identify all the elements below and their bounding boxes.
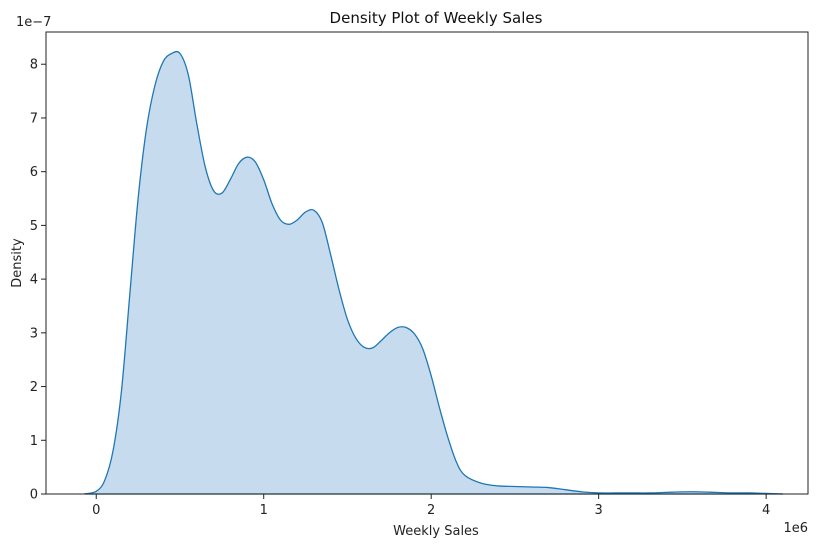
y-tick-label: 1 (30, 434, 38, 449)
y-tick-label: 5 (30, 219, 38, 234)
x-tick-label: 1 (260, 503, 268, 518)
y-tick-label: 6 (30, 165, 38, 180)
plot-frame (45, 31, 809, 495)
x-axis-title: Weekly Sales (393, 524, 479, 539)
x-tick-label: 0 (92, 503, 100, 518)
y-axis: 0 1 2 3 4 5 6 7 8 (30, 58, 46, 503)
y-tick-label: 2 (30, 380, 38, 395)
y-tick-label: 7 (30, 111, 38, 126)
chart-title: Density Plot of Weekly Sales (330, 9, 543, 27)
y-axis-title: Density (10, 238, 25, 288)
density-area-fill (84, 51, 783, 494)
plot-area (84, 50, 783, 495)
y-tick-label: 0 (30, 488, 38, 503)
x-tick-label: 2 (427, 503, 435, 518)
y-tick-label: 4 (30, 273, 38, 288)
y-tick-label: 8 (30, 58, 38, 73)
density-curve-line (84, 50, 783, 495)
x-tick-label: 3 (595, 503, 603, 518)
y-tick-label: 3 (30, 326, 38, 341)
x-tick-label: 4 (762, 503, 770, 518)
x-scale-label: 1e6 (783, 521, 808, 536)
y-scale-label: 1e−7 (16, 15, 51, 30)
x-axis: 0 1 2 3 4 (92, 494, 770, 518)
